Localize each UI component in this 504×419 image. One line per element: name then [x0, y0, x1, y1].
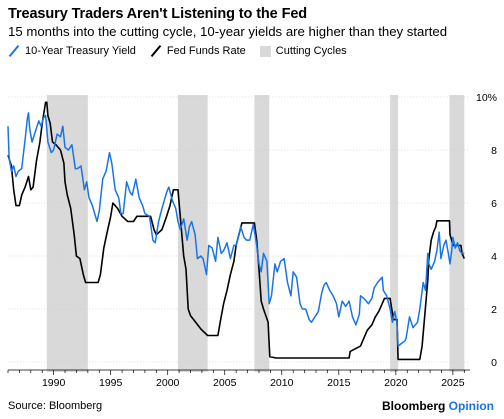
y-tick-label: 10%: [476, 92, 497, 104]
x-tick-label: 2000: [156, 377, 180, 389]
series-lines: [7, 101, 466, 361]
x-tick-label: 1995: [99, 377, 123, 389]
y-tick-label: 6: [491, 198, 497, 210]
legend-item-cutting-cycles: Cutting Cycles: [259, 45, 347, 57]
y-tick-label: 2: [491, 304, 497, 316]
legend-label: Fed Funds Rate: [166, 45, 246, 57]
legend-item-10yr: 10-Year Treasury Yield: [8, 45, 136, 57]
chart-subtitle: 15 months into the cutting cycle, 10-yea…: [8, 24, 448, 39]
x-axis-ticks: 1990 1995 2000 2005 2010 2015 2020 2025: [7, 369, 470, 389]
y-axis-ticks: 0 2 4 6 8 10%: [476, 92, 497, 369]
gridlines: [8, 96, 470, 363]
y-tick-label: 0: [491, 357, 497, 369]
x-tick-label: 1990: [42, 377, 66, 389]
source-note: Source: Bloomberg: [8, 400, 103, 412]
ten-year-yield-series-line: [7, 112, 465, 347]
cutting-cycle-band: [390, 95, 399, 372]
cutting-cycle-band: [46, 95, 88, 372]
legend-label: Cutting Cycles: [275, 45, 347, 57]
x-tick-label: 2015: [327, 377, 351, 389]
brand-logo: Bloomberg Opinion: [382, 399, 494, 413]
brand-accent: Opinion: [448, 399, 494, 413]
y-tick-label: 4: [491, 251, 497, 263]
brand-main: Bloomberg: [381, 399, 446, 413]
cutting-cycle-band: [177, 95, 208, 372]
legend-label: 10-Year Treasury Yield: [25, 45, 136, 57]
x-tick-label: 2005: [213, 377, 237, 389]
legend-swatch-icon: [259, 45, 271, 57]
x-tick-label: 2010: [270, 377, 294, 389]
x-tick-label: 2025: [441, 377, 465, 389]
cutting-cycle-band: [449, 95, 465, 372]
legend-item-fed-funds: Fed Funds Rate: [150, 45, 246, 57]
cutting-cycle-shading: [46, 95, 465, 372]
x-tick-label: 2020: [384, 377, 408, 389]
chart-legend: 10-Year Treasury Yield Fed Funds Rate Cu…: [8, 45, 361, 57]
y-tick-label: 8: [491, 145, 497, 157]
chart-title: Treasury Traders Aren't Listening to the…: [8, 6, 308, 22]
cutting-cycle-band: [254, 95, 270, 372]
